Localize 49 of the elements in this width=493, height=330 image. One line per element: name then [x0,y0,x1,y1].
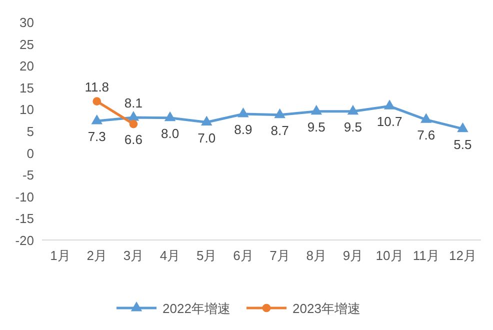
x-tick-label: 7月 [270,248,290,263]
point [457,122,468,132]
x-tick-label: 4月 [160,248,180,263]
x-tick-label: 11月 [412,248,440,263]
y-tick-label: 0 [26,146,34,161]
x-tick-label: 6月 [233,248,254,263]
y-tick-label: 10 [20,102,34,118]
x-tick-label: 10月 [376,248,404,263]
point [310,104,322,115]
data-label: 9.5 [307,119,326,134]
y-tick-label: -15 [15,211,34,226]
x-tick-label: 9月 [342,248,364,263]
point [347,104,359,115]
data-label: 8.1 [124,95,142,110]
point [200,116,212,126]
x-tick-label: 2月 [86,248,107,263]
x-tick-label: 3月 [123,248,144,263]
y-tick-label: 20 [20,58,34,74]
y-tick-label: 5 [26,124,34,139]
point [164,111,176,122]
x-tick-label: 8月 [306,248,326,263]
y-tick-label: -10 [15,189,34,204]
data-label: 8.7 [270,122,289,138]
x-tick-label: 1月 [50,248,70,263]
data-label: 9.5 [344,119,362,134]
data-label: 7.0 [198,130,216,146]
y-tick-label: 30 [20,15,34,30]
legend-label: 2023年增速 [292,301,360,316]
y-tick-label: -5 [22,168,34,183]
data-label: 8.9 [234,122,252,137]
point [128,110,140,121]
point [238,107,249,118]
x-tick-label: 5月 [196,248,217,263]
data-label: 7.6 [417,128,436,143]
x-tick-label: 12月 [448,248,476,263]
point [420,113,432,123]
y-tick-label: 25 [20,36,34,52]
point [91,114,103,124]
data-label: 11.8 [84,79,110,94]
point [274,108,286,118]
legend-label: 2022年增速 [162,301,230,316]
y-tick-label: 15 [20,80,34,96]
data-label: 5.5 [454,136,472,152]
data-label: 10.7 [376,114,402,130]
y-tick-label: -20 [15,233,34,248]
data-label: 6.6 [124,132,142,148]
data-label: 8.0 [161,126,180,141]
data-label: 7.3 [88,128,106,144]
point [384,100,396,110]
